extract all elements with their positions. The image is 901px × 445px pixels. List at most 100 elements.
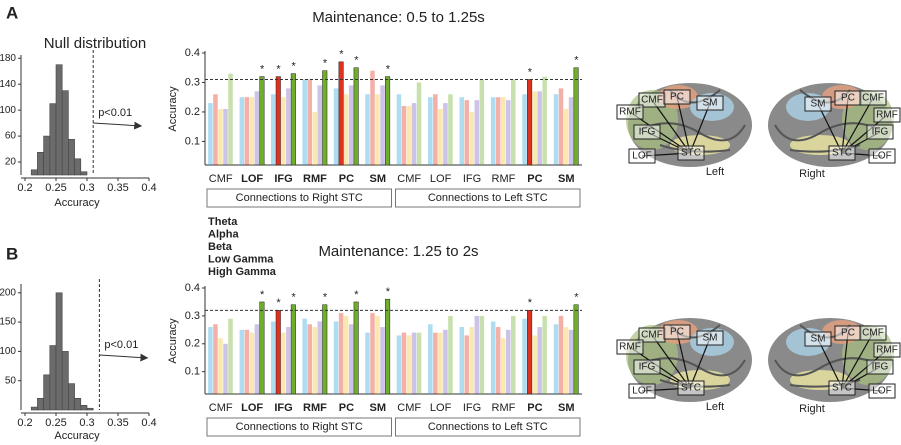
significance-star: * <box>276 63 281 75</box>
x-tick-label: SM <box>558 173 575 185</box>
bar <box>428 324 433 394</box>
bar <box>448 316 453 394</box>
annotation: p<0.01 <box>98 107 132 119</box>
region-label: PC <box>670 327 684 338</box>
significance-star: * <box>323 58 328 70</box>
group-label: Connections to Left STC <box>428 421 548 433</box>
y-axis-label: Accuracy <box>167 318 179 364</box>
significance-star: * <box>354 55 359 67</box>
histogram-bar <box>62 351 68 410</box>
bar <box>428 97 433 165</box>
y-tick-label: 20 <box>5 157 17 168</box>
bar <box>260 77 265 165</box>
panel-label: B <box>6 244 18 263</box>
region-label: STC <box>681 148 701 159</box>
y-axis-label: Accuracy <box>167 86 179 132</box>
y-tick-label: 100 <box>0 346 16 357</box>
region-label: IFG <box>872 362 889 373</box>
bar <box>365 94 370 165</box>
y-tick-label: 0.2 <box>185 338 200 350</box>
bar <box>375 94 380 165</box>
bar <box>228 74 233 165</box>
region-label: LOF <box>872 386 891 397</box>
bar <box>354 302 359 394</box>
legend-entry: High Gamma <box>208 266 277 278</box>
bar <box>291 305 296 394</box>
histogram-bar <box>81 172 87 175</box>
bar <box>475 100 480 165</box>
region-label: SM <box>703 333 718 344</box>
bar <box>380 85 385 165</box>
y-tick-label: 0.3 <box>185 76 200 88</box>
bar <box>491 97 496 165</box>
significance-star: * <box>386 63 391 75</box>
x-tick-label: 0.35 <box>107 182 128 194</box>
legend-entry: Low Gamma <box>208 253 274 265</box>
x-tick-label: SM <box>558 402 575 414</box>
significance-star: * <box>260 63 265 75</box>
region-label: RMF <box>876 110 898 121</box>
arrow <box>99 355 147 358</box>
x-tick-label: 0.2 <box>17 417 32 429</box>
bar <box>339 62 344 165</box>
bar <box>407 335 412 394</box>
bar <box>501 97 506 165</box>
x-tick-label: 0.3 <box>79 417 94 429</box>
bar <box>470 112 475 165</box>
bar <box>559 316 564 394</box>
x-tick-label: PC <box>527 402 542 414</box>
significance-star: * <box>291 292 296 304</box>
x-tick-label: LOF <box>430 173 452 185</box>
histogram-bar <box>44 375 50 410</box>
significance-star: * <box>260 289 265 301</box>
bar <box>537 327 542 394</box>
bar <box>397 94 402 165</box>
histogram-bar <box>75 398 81 410</box>
x-axis-label: Accuracy <box>54 197 100 209</box>
bar <box>218 109 223 165</box>
annotation: p<0.01 <box>104 339 138 351</box>
bar <box>334 88 339 165</box>
bar <box>574 305 579 394</box>
histogram-bar <box>81 405 87 410</box>
y-tick-label: 0.4 <box>185 47 200 59</box>
x-tick-label: 0.4 <box>141 417 156 429</box>
bar <box>255 324 260 394</box>
bar <box>527 80 532 165</box>
histogram-bar <box>50 104 56 175</box>
bar <box>370 71 375 165</box>
histogram-bar <box>68 384 74 410</box>
region-label: SM <box>811 99 826 110</box>
hemisphere-label: Right <box>799 168 825 180</box>
bar <box>448 94 453 165</box>
y-tick-label: 0.1 <box>185 366 200 378</box>
histogram-bar <box>44 136 50 175</box>
y-tick-label: 180 <box>0 53 16 64</box>
x-tick-label: 0.25 <box>45 417 66 429</box>
y-tick-label: 150 <box>0 317 16 328</box>
region-label: SM <box>811 334 826 345</box>
legend-entry: Beta <box>208 241 233 253</box>
x-tick-label: IFG <box>463 402 481 414</box>
bar <box>349 324 354 394</box>
bar <box>213 94 218 165</box>
group-label: Connections to Left STC <box>428 192 548 204</box>
significance-star: * <box>386 286 391 298</box>
significance-star: * <box>574 55 579 67</box>
bar <box>218 338 223 394</box>
significance-star: * <box>574 292 579 304</box>
bar <box>322 305 327 394</box>
bar <box>250 333 255 394</box>
x-tick-label: CMF <box>209 402 233 414</box>
bar <box>532 335 537 394</box>
region-label: PC <box>670 92 684 103</box>
region-label: STC <box>681 383 701 394</box>
bar <box>334 321 339 394</box>
bar <box>307 324 312 394</box>
x-tick-label: RMF <box>303 402 327 414</box>
region-label: PC <box>841 328 855 339</box>
bar <box>417 82 422 165</box>
bar <box>506 100 511 165</box>
histogram-bar <box>50 346 56 410</box>
x-axis-label: Accuracy <box>54 430 100 442</box>
